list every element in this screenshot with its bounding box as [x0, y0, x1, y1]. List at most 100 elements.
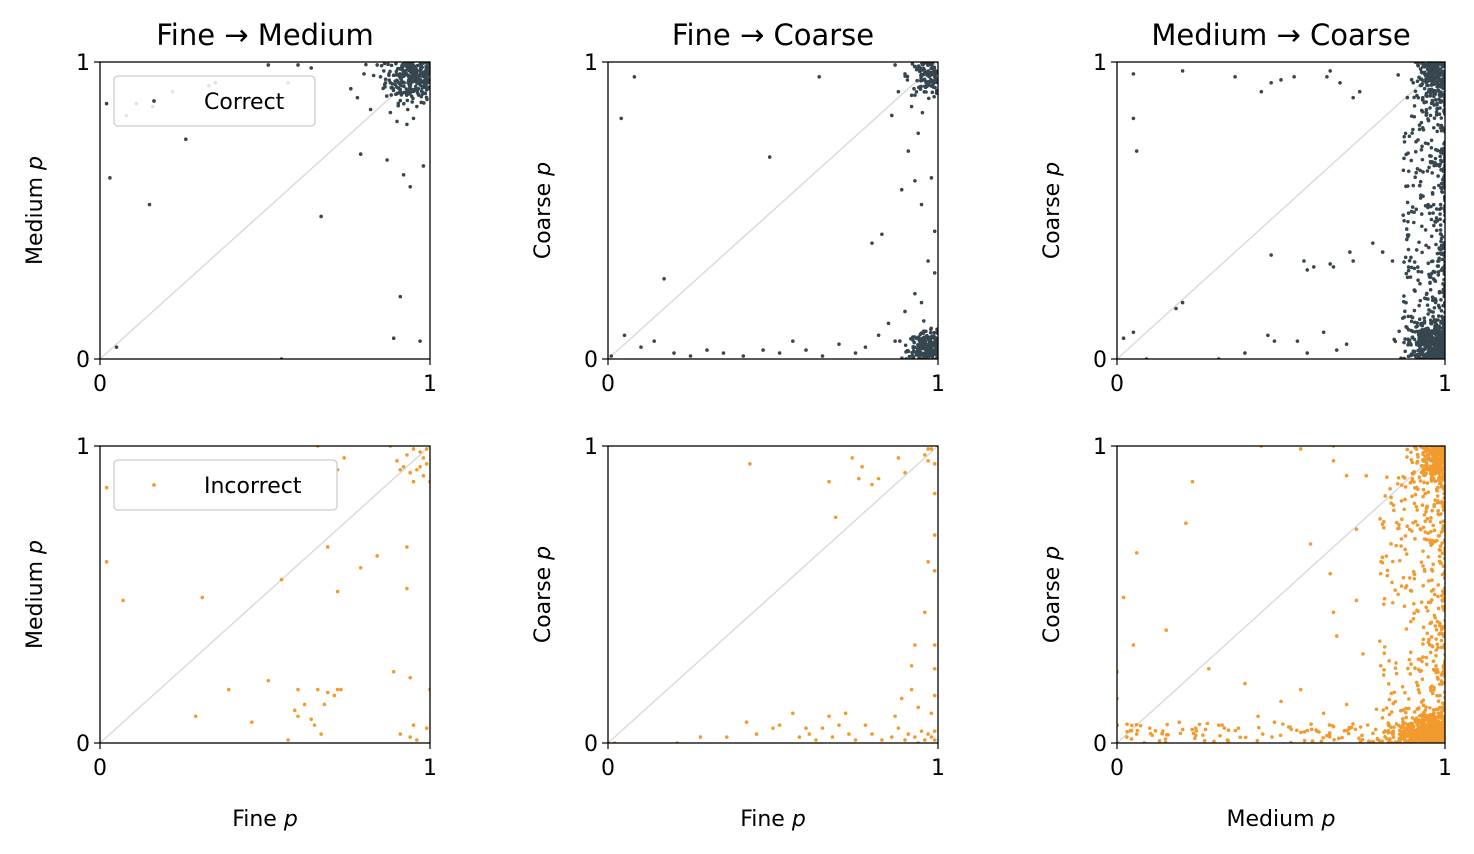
data-point — [402, 84, 406, 89]
data-point — [325, 690, 330, 695]
data-point — [926, 560, 930, 564]
data-point — [1440, 541, 1444, 545]
data-point — [424, 462, 429, 466]
data-point — [401, 173, 406, 177]
data-point — [1344, 342, 1349, 346]
data-point — [827, 714, 831, 719]
data-point — [1439, 593, 1444, 598]
data-point — [1412, 220, 1416, 225]
data-point — [362, 72, 366, 76]
data-point — [396, 66, 401, 71]
data-point — [402, 101, 406, 106]
data-point — [358, 152, 363, 156]
data-point — [917, 355, 922, 359]
data-point — [837, 342, 841, 346]
data-point — [1438, 223, 1443, 227]
data-point — [1405, 95, 1410, 100]
data-point — [108, 176, 112, 180]
data-point — [927, 70, 931, 74]
data-point — [1387, 697, 1392, 702]
data-point — [1418, 281, 1422, 286]
data-point — [424, 72, 428, 77]
data-point — [411, 723, 416, 727]
data-point — [1411, 616, 1416, 621]
data-point — [1418, 298, 1423, 303]
data-point — [777, 351, 782, 355]
data-point — [1420, 144, 1424, 149]
data-point — [917, 69, 922, 74]
data-point — [405, 107, 410, 112]
x-tick-label: 1 — [423, 372, 437, 397]
data-point — [1436, 174, 1440, 178]
data-point — [1439, 206, 1444, 210]
data-point — [1331, 724, 1336, 729]
data-point — [1407, 134, 1412, 139]
data-point — [398, 732, 403, 736]
data-point — [1442, 322, 1445, 326]
data-point — [1403, 739, 1407, 743]
data-point — [1299, 730, 1303, 735]
data-point — [1436, 347, 1440, 352]
data-point — [1415, 79, 1420, 84]
data-point — [1401, 575, 1406, 580]
data-point — [1438, 693, 1442, 698]
data-point — [1428, 280, 1432, 285]
data-point — [1305, 351, 1310, 355]
data-point — [1415, 324, 1419, 328]
data-point — [250, 720, 254, 725]
data-point — [1361, 652, 1365, 656]
data-point — [1437, 632, 1441, 637]
data-point — [1406, 234, 1410, 239]
data-point — [1404, 324, 1408, 329]
data-point — [335, 687, 340, 692]
data-point — [721, 351, 726, 355]
data-point — [1402, 156, 1406, 161]
data-point — [931, 81, 936, 86]
data-point — [1427, 211, 1432, 216]
data-point — [1424, 354, 1429, 359]
data-point — [1430, 295, 1435, 300]
data-point — [1403, 547, 1407, 552]
data-point — [1391, 559, 1395, 564]
data-point — [932, 738, 937, 742]
data-point — [1389, 542, 1393, 546]
data-point — [405, 453, 409, 457]
data-point — [1426, 312, 1430, 316]
data-point — [1415, 329, 1419, 334]
data-point — [1226, 728, 1231, 732]
data-point — [804, 726, 808, 730]
data-point — [820, 354, 825, 358]
data-point — [1423, 336, 1428, 341]
data-point — [1435, 73, 1440, 77]
data-point — [1193, 736, 1197, 741]
data-point — [1420, 250, 1424, 255]
data-point — [1409, 77, 1414, 82]
data-point — [1433, 330, 1437, 334]
data-point — [1439, 181, 1444, 186]
data-point — [1414, 740, 1419, 743]
data-point — [913, 643, 917, 647]
data-point — [1383, 494, 1387, 498]
data-point — [1433, 498, 1437, 503]
data-point — [424, 95, 429, 100]
data-point — [1421, 341, 1426, 346]
data-point — [1436, 448, 1441, 453]
data-point — [1425, 67, 1430, 72]
data-point — [1418, 77, 1423, 81]
data-point — [1439, 116, 1444, 120]
data-point — [1417, 475, 1422, 480]
data-point — [420, 86, 425, 90]
data-point — [1426, 261, 1431, 266]
data-point — [1404, 726, 1409, 731]
data-point — [383, 81, 388, 85]
data-point — [1428, 737, 1433, 741]
data-point — [1429, 725, 1434, 730]
data-point — [1426, 640, 1431, 645]
data-point — [1397, 522, 1401, 527]
data-point — [1243, 681, 1247, 686]
data-point — [1439, 347, 1443, 352]
data-point — [817, 75, 821, 79]
data-point — [404, 64, 408, 68]
data-point — [920, 67, 925, 72]
data-point — [414, 88, 418, 92]
